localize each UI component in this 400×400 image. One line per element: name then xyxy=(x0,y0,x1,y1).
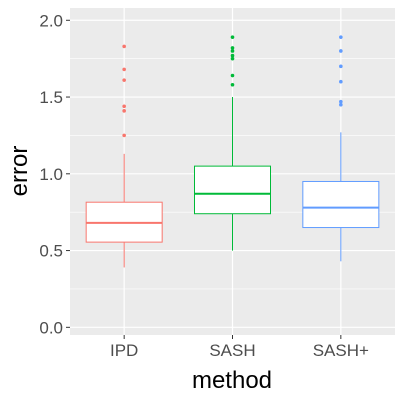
outlier-point xyxy=(122,104,126,109)
outlier-point xyxy=(230,56,235,61)
box-body xyxy=(302,180,380,229)
y-tick-label: 1.0 xyxy=(39,165,63,184)
outlier-point xyxy=(230,35,235,39)
outlier-point xyxy=(122,67,126,72)
x-axis: IPD SASH SASH+ xyxy=(110,335,369,360)
x-tick-label: SASH xyxy=(209,341,255,360)
outlier-point xyxy=(230,82,235,87)
outlier-point xyxy=(122,109,126,113)
y-tick-label: 0.0 xyxy=(39,318,63,337)
x-axis-title: method xyxy=(192,367,272,394)
outlier-point xyxy=(339,99,343,104)
outlier-point xyxy=(339,79,343,84)
outlier-point xyxy=(122,133,126,138)
boxes xyxy=(85,35,380,268)
outlier-point xyxy=(339,64,343,69)
y-tick-label: 2.0 xyxy=(39,11,63,30)
y-axis: 0.0 0.5 1.0 1.5 2.0 xyxy=(39,11,70,337)
outlier-point xyxy=(230,53,235,58)
outlier-point xyxy=(230,49,235,53)
box-sash- xyxy=(302,35,380,262)
y-tick-label: 1.5 xyxy=(39,88,63,107)
outlier-point xyxy=(339,35,343,39)
outlier-point xyxy=(122,44,126,49)
box-body xyxy=(194,165,271,215)
outlier-point xyxy=(230,46,235,50)
outlier-point xyxy=(122,78,126,82)
box-ipd xyxy=(85,44,163,268)
y-tick-label: 0.5 xyxy=(39,242,63,261)
x-tick-label: SASH+ xyxy=(313,341,369,360)
y-axis-title: error xyxy=(6,146,33,197)
outlier-point xyxy=(339,49,343,53)
x-tick-label: IPD xyxy=(110,341,138,360)
outlier-point xyxy=(230,73,235,78)
box-sash xyxy=(194,35,271,251)
outlier-point xyxy=(339,102,343,107)
